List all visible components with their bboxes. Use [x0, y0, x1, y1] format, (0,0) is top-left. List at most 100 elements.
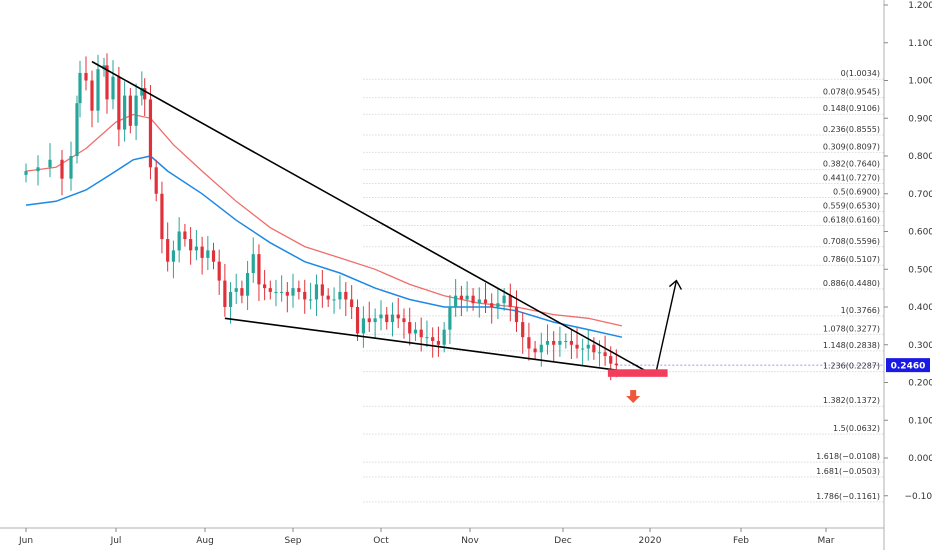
candle-body: [586, 344, 590, 349]
candle-body: [69, 156, 73, 179]
candle-body: [105, 65, 109, 100]
annotations: [607, 279, 683, 404]
candle-body: [338, 291, 342, 300]
candle-body: [402, 318, 406, 323]
candle-body: [102, 65, 106, 70]
candle-body: [326, 295, 330, 300]
candle-body: [436, 340, 441, 345]
fib-level-label: 0.309(0.8097): [823, 142, 880, 151]
time-axis[interactable]: Jun Jul Aug Sep Oct Nov Dec 2020 Feb Mar: [0, 527, 884, 546]
fib-level-label: 1(0.3766): [841, 306, 880, 315]
candle-body: [490, 303, 494, 307]
ma-red-line: [25, 113, 623, 327]
candle-body: [140, 88, 144, 96]
candle-body: [527, 337, 531, 349]
projection-arrow-head: [668, 279, 683, 290]
candle-body: [291, 288, 295, 296]
candle-body: [614, 363, 618, 366]
candle-body: [245, 273, 250, 296]
candle-body: [350, 299, 354, 307]
time-tick-label: Mar: [818, 536, 835, 546]
candle-body: [413, 329, 418, 334]
fib-level-label: 0.382(0.7640): [823, 160, 880, 169]
candle-body: [332, 299, 336, 301]
candle-body: [552, 340, 556, 345]
candle-body: [60, 159, 64, 179]
candle-body: [465, 295, 469, 300]
fib-level-label: 0.708(0.5596): [823, 237, 880, 246]
projection-arrow-line: [655, 280, 678, 374]
candle-body: [206, 250, 210, 258]
upper-trendline: [91, 60, 654, 376]
down-arrow-shaft: [630, 390, 637, 397]
time-tick-label: Oct: [373, 536, 389, 546]
candle-body: [268, 288, 272, 292]
fib-level-label: 0.078(0.9545): [823, 88, 880, 97]
candle-body: [217, 261, 221, 281]
fib-level-label: 0.786(0.5107): [823, 255, 880, 264]
moving-averages: [25, 113, 623, 338]
candle-body: [223, 280, 227, 307]
candle-body: [448, 307, 452, 330]
candle-body: [274, 291, 278, 293]
candle-body: [24, 171, 28, 175]
candle-body: [123, 95, 127, 130]
target-zone: [607, 369, 668, 377]
fib-level-label: 0.236(0.8555): [823, 125, 880, 134]
candle-body: [154, 167, 158, 194]
candle-body: [160, 193, 164, 240]
candle-body: [189, 239, 193, 251]
candle-body: [502, 295, 506, 304]
candle-body: [603, 352, 607, 357]
time-tick-label: Sep: [285, 536, 302, 546]
fib-level-label: 0.559(0.6530): [823, 201, 880, 210]
candle-body: [134, 95, 138, 126]
trendlines[interactable]: [91, 60, 654, 376]
fib-level-label: 0.148(0.9106): [823, 104, 880, 113]
time-tick-label: Feb: [733, 536, 749, 546]
candle-body: [84, 72, 88, 81]
candle-body: [454, 295, 458, 307]
fibonacci-levels: 0(1.0034) 0.078(0.9545) 0.148(0.9106) 0.236…: [363, 69, 884, 503]
fib-level-label: 0.441(0.7270): [823, 174, 880, 183]
candle-body: [90, 80, 94, 111]
candle-body: [539, 344, 543, 353]
candle-body: [148, 99, 153, 168]
candle-body: [128, 95, 132, 126]
fib-level-label: 1.148(0.2838): [823, 341, 880, 350]
time-tick-label: Jul: [110, 536, 122, 546]
candle-body: [143, 88, 147, 100]
candle-body: [194, 246, 198, 251]
candle-body: [75, 103, 79, 156]
candle-body: [385, 314, 389, 323]
candle-body: [320, 284, 324, 296]
candle-body: [280, 291, 284, 293]
candle-body: [609, 356, 613, 364]
candle-body: [355, 307, 360, 334]
candle-body: [564, 340, 568, 342]
fib-level-label: 0.5(0.6900): [833, 188, 880, 197]
fib-level-label: 1.786(−0.1161): [816, 492, 880, 501]
down-arrow-head: [626, 396, 641, 404]
candle-body: [78, 72, 82, 104]
candle-body: [597, 352, 602, 354]
candle-body: [373, 318, 377, 323]
candle-body: [111, 76, 115, 100]
candle-body: [251, 254, 255, 274]
candle-body: [257, 254, 261, 285]
candle-body: [200, 246, 204, 258]
candle-body: [171, 250, 176, 262]
candle-body: [477, 299, 481, 304]
candle-body: [508, 295, 512, 307]
candle-body: [425, 337, 429, 339]
candle-body: [166, 239, 170, 262]
current-price-badge: [886, 358, 930, 373]
